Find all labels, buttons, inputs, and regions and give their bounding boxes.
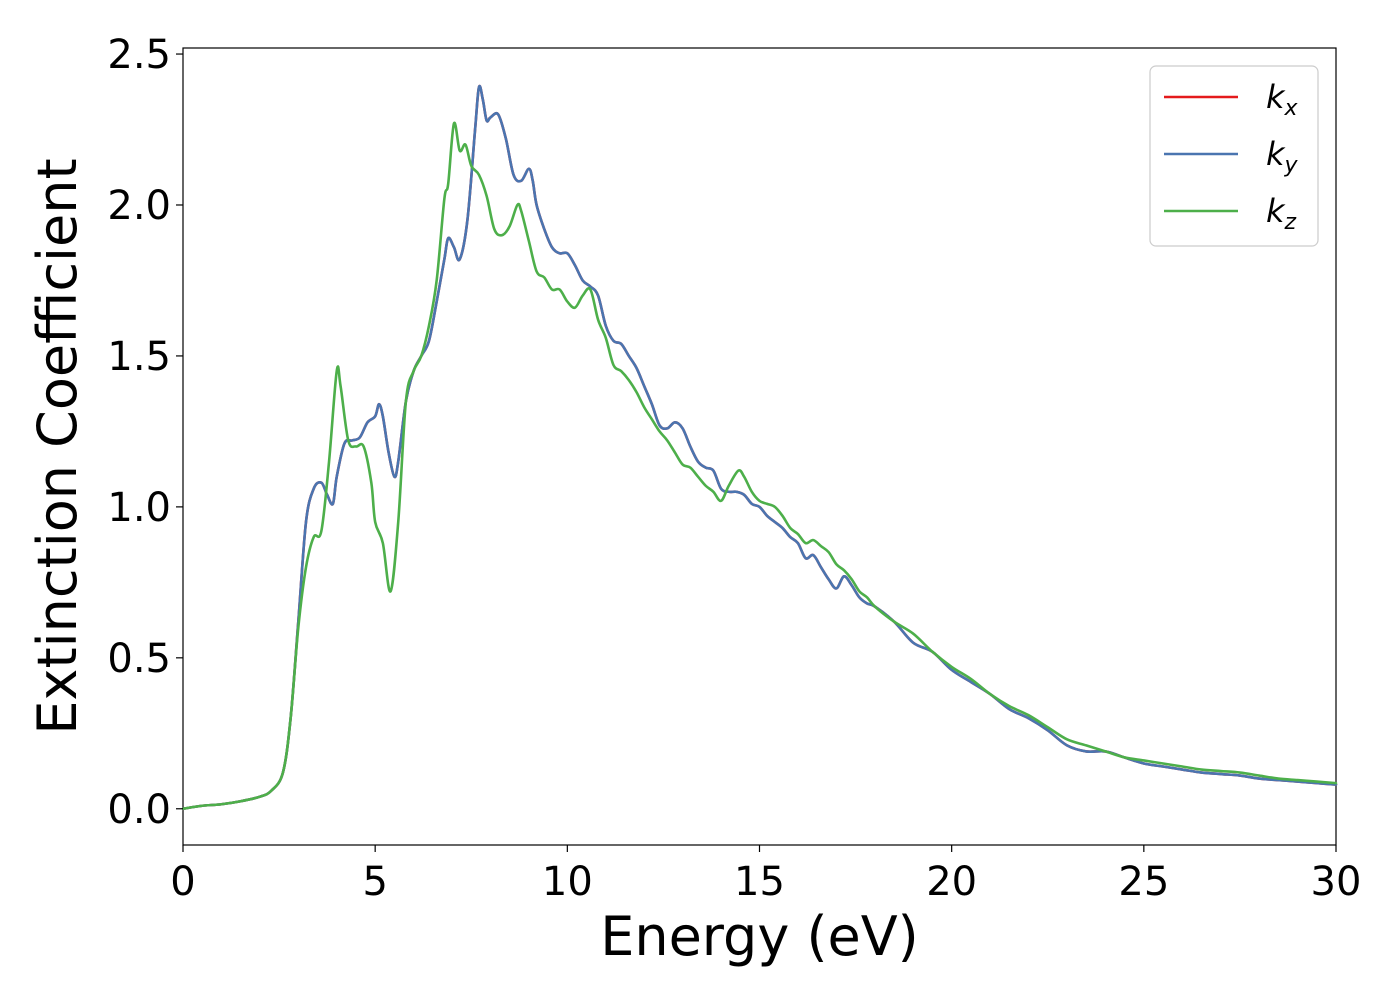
x-axis-title: Energy (eV) [600,905,919,968]
x-tick-label: 25 [1118,859,1169,905]
x-tick-label: 20 [926,859,977,905]
y-tick-label: 2.5 [107,32,171,78]
x-tick-label: 30 [1311,859,1362,905]
y-tick-label: 1.0 [107,485,171,531]
y-tick-label: 2.0 [107,183,171,229]
y-tick-label: 1.5 [107,334,171,380]
x-tick-label: 15 [734,859,785,905]
legend-label-sub: z [1284,210,1297,235]
y-axis-ticks: 0.0 0.5 1.0 1.5 2.0 2.5 [107,32,183,833]
legend-label-sub: x [1284,96,1299,121]
series-line-kz [181,121,1338,811]
legend-label-main: k [1266,78,1286,116]
x-tick-label: 10 [542,859,593,905]
legend-label-sub: y [1284,153,1299,178]
legend-label-main: k [1266,135,1286,173]
legend-label-kz: kz [1266,192,1297,235]
y-tick-label: 0.0 [107,787,171,833]
y-axis-title: Extinction Coefficient [26,158,89,734]
legend-box [1149,65,1319,247]
x-tick-label: 5 [362,859,387,905]
legend-label-kx: kx [1266,78,1299,121]
series-line-ky [181,84,1338,811]
legend-label-ky: ky [1266,135,1299,178]
plot-area [182,47,1337,846]
legend-label-main: k [1266,192,1286,230]
x-axis-ticks: 0 5 10 15 20 25 30 [170,845,1361,905]
x-tick-label: 0 [170,859,195,905]
series-layer [181,84,1338,811]
y-tick-label: 0.5 [107,636,171,682]
